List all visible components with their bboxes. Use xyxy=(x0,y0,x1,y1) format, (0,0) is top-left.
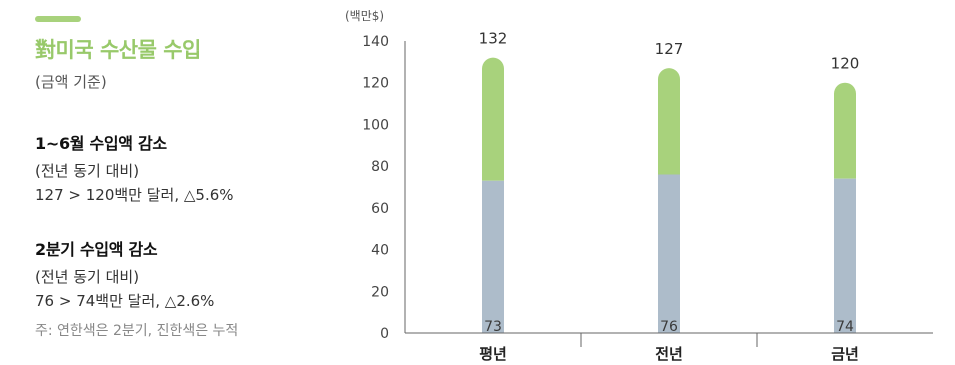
data-label-q2: 74 xyxy=(836,319,854,335)
y-tick-label: 80 xyxy=(371,159,389,175)
bars: 132 73 127 76 120 74 xyxy=(479,30,860,335)
bar-cumulative xyxy=(482,57,504,181)
x-category-label: 전년 xyxy=(655,345,683,363)
summary-q2-line2: 76 > 74백만 달러, △2.6% xyxy=(35,292,215,310)
data-label-cumulative: 120 xyxy=(831,55,860,73)
x-axis: 평년 전년 금년 xyxy=(405,332,933,363)
y-unit-label: (백만$) xyxy=(345,9,384,23)
y-tick-label: 100 xyxy=(362,117,389,133)
summary-q2: 2분기 수입액 감소 (전년 동기 대비) 76 > 74백만 달러, △2.6… xyxy=(35,236,214,313)
y-tick-label: 20 xyxy=(371,284,389,300)
summary-h1: 1~6월 수입액 감소 (전년 동기 대비) 127 > 120백만 달러, △… xyxy=(35,130,234,207)
bar-q2 xyxy=(834,178,856,333)
bar-cumulative xyxy=(834,82,856,179)
page-title: 對미국 수산물 수입 xyxy=(35,38,201,62)
summary-q2-line1: (전년 동기 대비) xyxy=(35,268,140,286)
bar-cumulative xyxy=(658,68,680,175)
x-category-label: 금년 xyxy=(831,345,859,363)
y-tick-label: 60 xyxy=(371,201,389,217)
bar-q2 xyxy=(658,174,680,333)
y-tick-label: 140 xyxy=(362,34,389,50)
summary-h1-line2: 127 > 120백만 달러, △5.6% xyxy=(35,186,234,204)
summary-h1-heading: 1~6월 수입액 감소 xyxy=(35,134,167,153)
y-tick-label: 40 xyxy=(371,243,389,259)
summary-h1-line1: (전년 동기 대비) xyxy=(35,162,140,180)
data-label-cumulative: 132 xyxy=(479,30,508,48)
y-tick-label: 120 xyxy=(362,76,389,92)
bar-q2 xyxy=(482,180,504,333)
footnote: 주: 연한색은 2분기, 진한색은 누적 xyxy=(35,323,239,339)
x-category-label: 평년 xyxy=(479,345,507,363)
data-label-q2: 76 xyxy=(660,319,678,335)
y-axis: 0 20 40 60 80 100 120 140 xyxy=(362,34,406,342)
y-tick-label: 0 xyxy=(380,326,389,342)
summary-q2-heading: 2분기 수입액 감소 xyxy=(35,240,158,259)
accent-bar xyxy=(35,16,81,22)
data-label-q2: 73 xyxy=(484,319,502,335)
page-subtitle: (금액 기준) xyxy=(35,73,107,91)
data-label-cumulative: 127 xyxy=(655,40,684,58)
